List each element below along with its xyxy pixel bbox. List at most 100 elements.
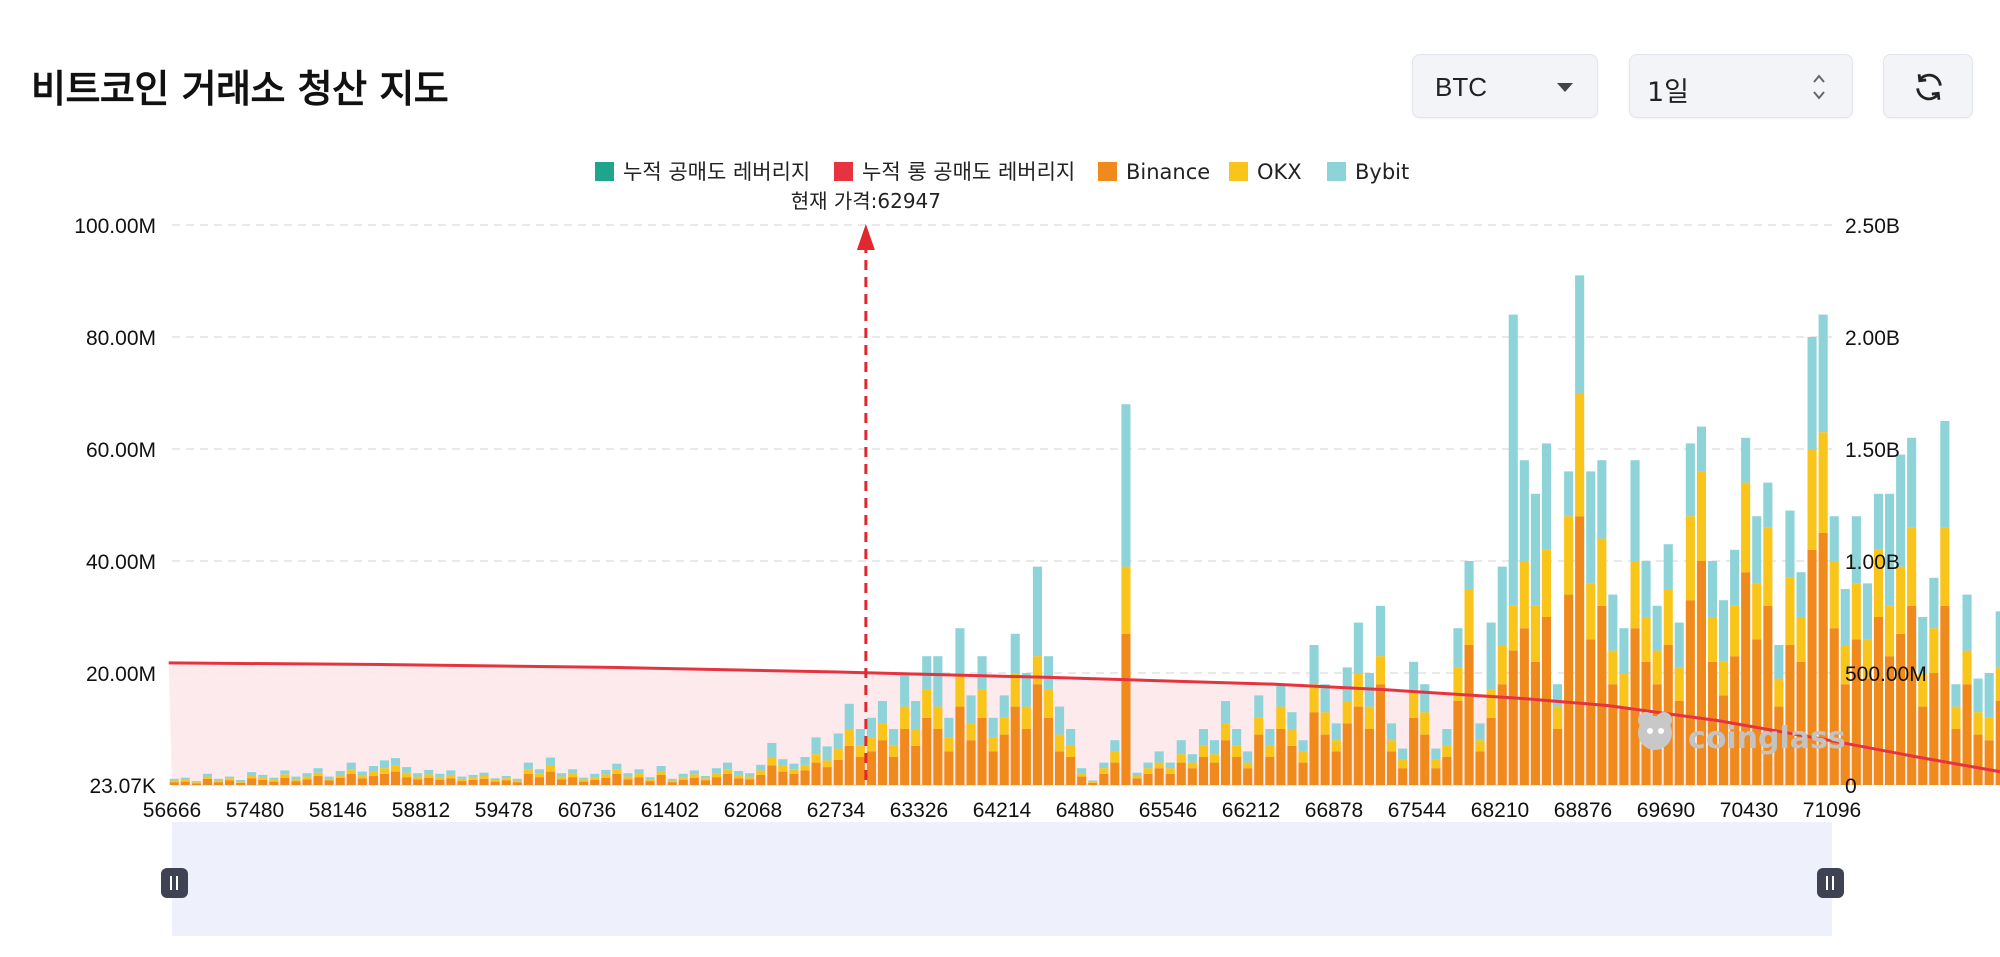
bar-bybit	[1066, 729, 1076, 746]
bar-binance	[767, 765, 777, 785]
bar-binance	[1143, 773, 1153, 785]
slider-handle-right[interactable]	[1817, 868, 1844, 898]
bar-binance	[1032, 684, 1042, 785]
bar-bybit	[1431, 748, 1441, 760]
bar-binance	[169, 782, 179, 785]
bar-bybit	[734, 771, 744, 775]
bar-bybit	[1575, 275, 1585, 393]
bar-binance	[656, 774, 666, 785]
x-tick: 64880	[1056, 799, 1114, 822]
bar-binance	[1110, 762, 1120, 785]
bar-binance	[1387, 751, 1397, 785]
legend-label-short: 누적 공매도 레버리지	[623, 160, 810, 184]
bar-bybit	[169, 778, 179, 781]
bar-okx	[1785, 577, 1795, 645]
bar-bybit	[346, 762, 356, 770]
bar-bybit	[568, 769, 578, 774]
bar-binance	[877, 740, 887, 785]
bar-binance	[446, 778, 456, 785]
slider-track[interactable]	[172, 822, 1832, 936]
bar-binance	[623, 779, 633, 785]
bar-binance	[933, 729, 943, 785]
x-tick: 62068	[724, 799, 782, 822]
bar-binance	[1763, 605, 1773, 785]
bar-bybit	[1918, 617, 1928, 673]
y-right-tick: 2.50B	[1845, 215, 1900, 238]
bar-okx	[778, 766, 788, 772]
bar-bybit	[1453, 628, 1463, 668]
bar-bybit	[1021, 673, 1031, 707]
bar-okx	[1541, 549, 1551, 617]
bar-bybit	[435, 773, 445, 778]
bar-binance	[579, 781, 589, 785]
bar-okx	[1198, 745, 1208, 757]
bar-binance	[291, 781, 301, 785]
coin-select[interactable]: BTC	[1412, 54, 1598, 118]
bar-binance	[1885, 656, 1895, 785]
bar-binance	[822, 767, 832, 785]
legend-item-long: 누적 롱 공매도 레버리지	[834, 160, 1075, 184]
bar-okx	[623, 776, 633, 780]
bar-binance	[1154, 768, 1164, 785]
bar-bybit	[523, 762, 533, 770]
bar-bybit	[1553, 684, 1563, 707]
bar-bybit	[1741, 437, 1751, 483]
bar-bybit	[446, 770, 456, 775]
slider-handle-left[interactable]	[161, 868, 188, 898]
bar-bybit	[745, 773, 755, 777]
legend-swatch-long	[834, 162, 853, 181]
bar-bybit	[966, 695, 976, 724]
bar-okx	[512, 780, 522, 783]
bar-bybit	[1187, 754, 1197, 763]
bar-okx	[822, 760, 832, 768]
bar-bybit	[1475, 723, 1485, 741]
bar-binance	[1597, 605, 1607, 785]
bar-okx	[1530, 605, 1540, 662]
bar-binance	[678, 780, 688, 785]
bar-bybit	[1752, 516, 1762, 584]
liquidation-bars	[169, 275, 2000, 785]
bar-okx	[1497, 645, 1507, 685]
bar-okx	[1066, 745, 1076, 757]
bar-bybit	[612, 763, 622, 770]
bar-okx	[1409, 689, 1419, 718]
bar-bybit	[1298, 740, 1308, 752]
bar-okx	[1309, 684, 1319, 713]
bar-bybit	[1154, 751, 1164, 763]
bar-bybit	[258, 774, 268, 778]
bar-binance	[1807, 549, 1817, 785]
bar-okx	[1298, 751, 1308, 763]
bar-bybit	[601, 769, 611, 775]
bar-bybit	[700, 776, 710, 779]
bar-bybit	[1243, 751, 1253, 763]
bar-bybit	[977, 656, 987, 690]
bar-okx	[1143, 768, 1153, 774]
bar-bybit	[767, 743, 777, 757]
bar-okx	[1331, 740, 1341, 752]
bar-binance	[1951, 729, 1961, 785]
bar-okx	[1375, 656, 1385, 685]
bar-okx	[1099, 768, 1109, 774]
time-range-select[interactable]: 1일	[1629, 54, 1853, 118]
bar-bybit	[1265, 729, 1275, 746]
x-tick: 62734	[807, 799, 866, 822]
bar-binance	[1431, 768, 1441, 785]
refresh-button[interactable]	[1883, 54, 1973, 118]
bar-binance	[866, 751, 876, 785]
range-slider[interactable]	[161, 822, 1844, 936]
bar-binance	[1309, 712, 1319, 785]
bar-bybit	[811, 737, 821, 755]
bar-okx	[1597, 538, 1607, 606]
bar-binance	[1198, 757, 1208, 785]
bar-binance	[568, 777, 578, 785]
bar-okx	[1420, 712, 1430, 735]
page-title: 비트코인 거래소 청산 지도	[31, 67, 449, 111]
bar-bybit	[866, 717, 876, 738]
bar-binance	[1442, 757, 1452, 785]
bar-okx	[1829, 561, 1839, 629]
bar-bybit	[1121, 404, 1131, 567]
bar-bybit	[490, 778, 500, 780]
bar-binance	[988, 751, 998, 785]
bar-binance	[999, 734, 1009, 785]
bar-okx	[1519, 561, 1529, 629]
